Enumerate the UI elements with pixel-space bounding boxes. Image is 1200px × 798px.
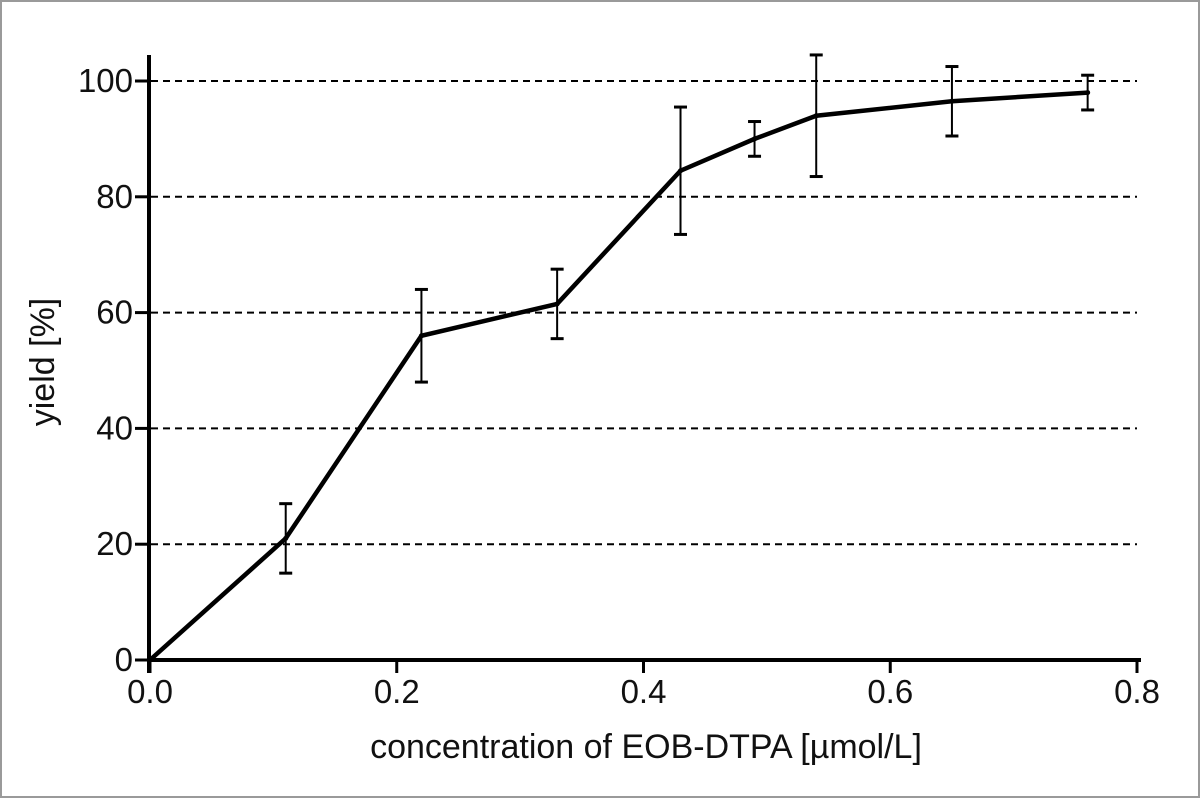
data-line [148,90,1088,662]
x-axis-title: concentration of EOB-DTPA [µmol/L] [370,728,922,766]
y-tick-label: 100 [78,62,133,99]
y-axis-title: yield [%] [24,298,62,427]
y-tick-label: 80 [96,178,133,215]
y-tick-label: 40 [96,409,133,446]
data-point-marker [813,113,819,119]
error-bars-group [279,53,1095,575]
data-point-marker [418,333,424,339]
y-tick-label: 20 [96,525,133,562]
x-tick-label: 0.6 [867,673,913,710]
axes-group [135,55,1141,673]
data-point-marker [1085,90,1091,96]
x-tick-label: 0.8 [1114,673,1160,710]
x-tick-label: 0.0 [127,673,173,710]
x-tick-label: 0.4 [621,673,667,710]
data-point-marker [554,301,560,307]
tick-labels-group: 0 20 40 60 80 100 0.0 0.2 0.4 0.6 0.8 [78,62,1160,710]
data-point-marker [949,98,955,104]
markers-group [147,90,1091,663]
data-point-marker [678,168,684,174]
y-tick-label: 60 [96,294,133,331]
y-tick-label: 0 [115,641,133,678]
gridlines-group [151,80,1137,546]
data-point-marker [283,535,289,541]
x-tick-label: 0.2 [374,673,420,710]
data-line-group [148,90,1088,662]
data-point-marker [752,136,758,142]
